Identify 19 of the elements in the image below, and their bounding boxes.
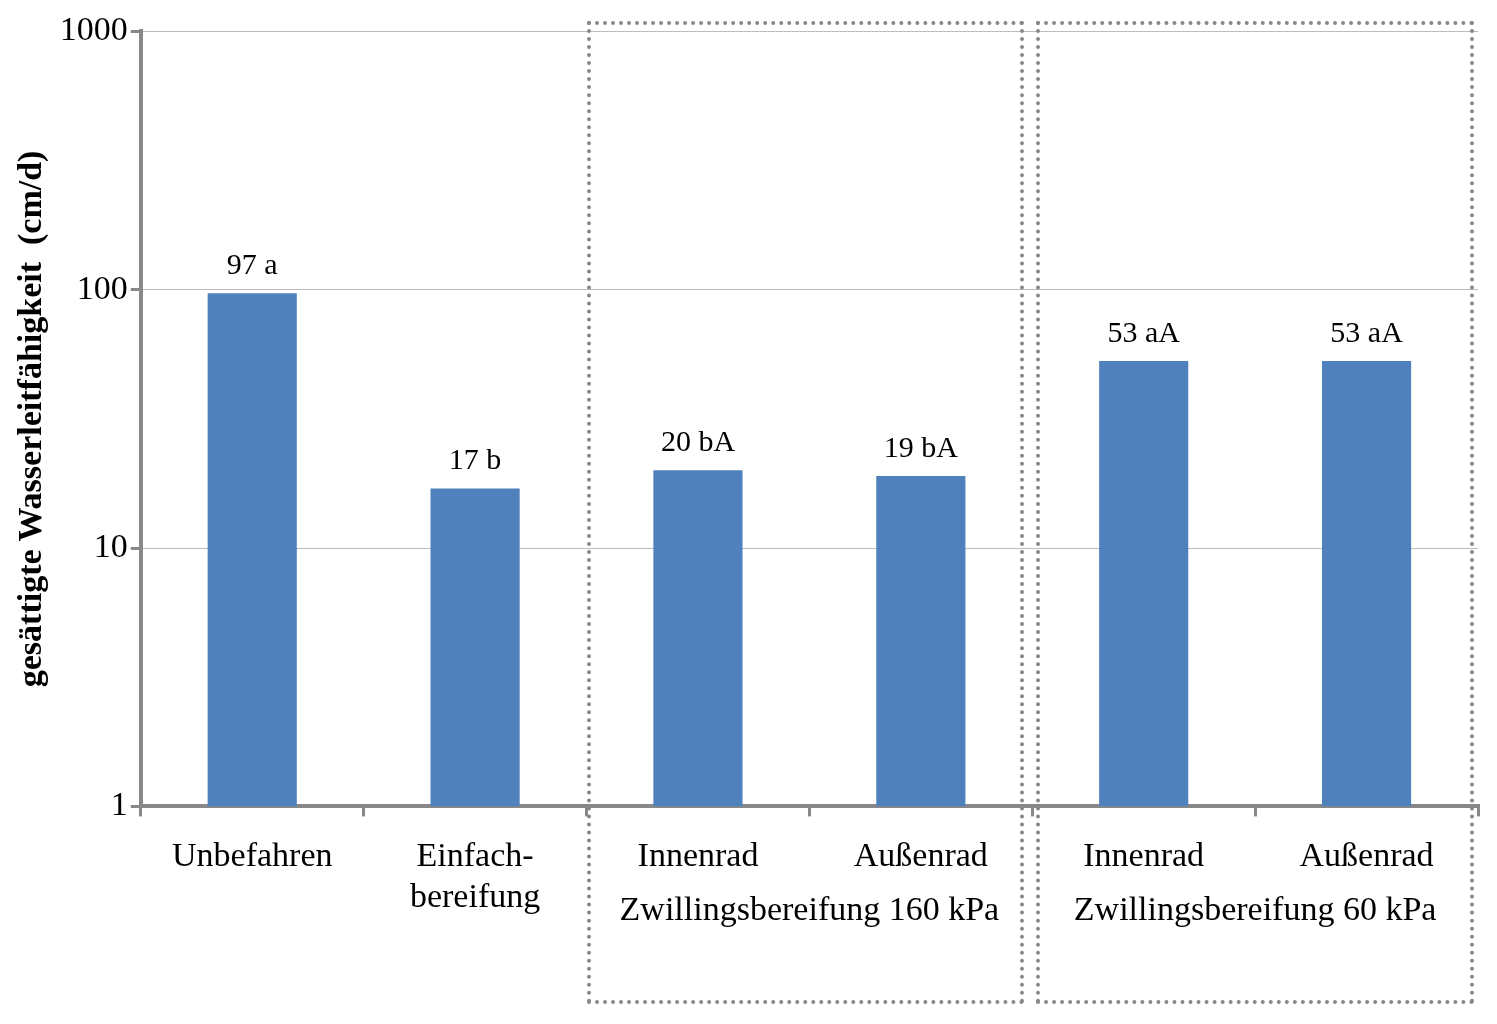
x-tick-label: Innenrad (637, 835, 759, 873)
x-tick-label: Außenrad (853, 835, 988, 873)
data-label: 19 bA (883, 429, 959, 463)
data-label: 17 b (448, 442, 502, 476)
y-tick-label: 10 (93, 526, 128, 564)
y-tick-label: 1000 (59, 10, 128, 48)
y-tick-label: 1 (110, 785, 128, 823)
text: Zwillingsbereifung 60 kPa (1073, 890, 1437, 928)
data-label: 97 a (226, 247, 278, 281)
x-tick-label: Innenrad (1083, 835, 1205, 873)
data-label: 20 bA (660, 424, 736, 458)
data-label: 53 aA (1107, 314, 1181, 348)
x-tick-label: Einfach-bereifung (409, 835, 541, 914)
y-axis-title: gesättigte Wasserleitfähigkeit (cm/d) (11, 150, 50, 688)
x-tick-label: Außenrad (1299, 835, 1434, 873)
x-tick-label: Unbefahren (171, 835, 333, 873)
y-tick-label: 100 (76, 268, 128, 306)
text: Zwillingsbereifung 160 kPa (619, 890, 1000, 928)
data-label: 53 aA (1330, 314, 1404, 348)
